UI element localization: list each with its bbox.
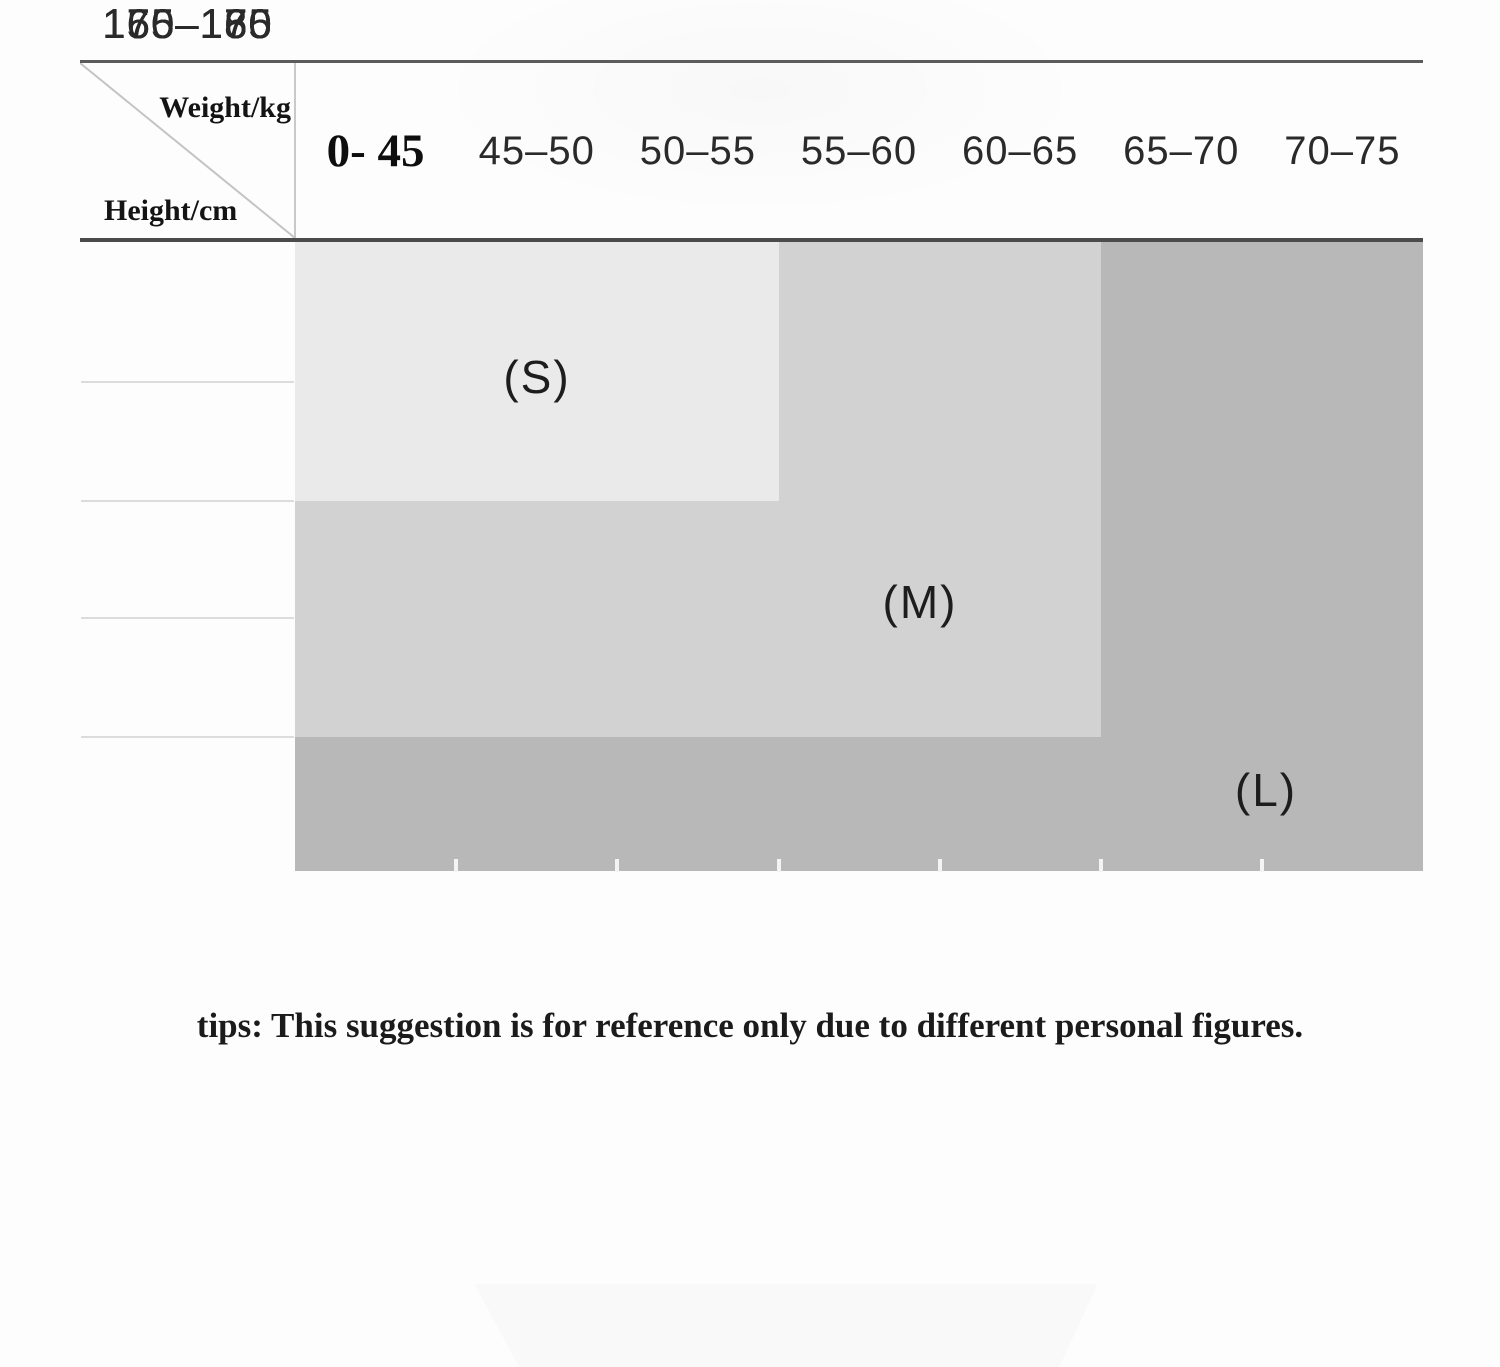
table-top-rule — [80, 60, 1423, 63]
column-bottom-tick — [777, 859, 781, 872]
height-row-header: 170–175 — [102, 0, 273, 47]
size-s-label: (S) — [503, 351, 571, 403]
weight-column-headers: 0- 45 45–50 50–55 55–60 60–65 65–70 70–7… — [295, 64, 1423, 238]
weight-column-header: 70–75 — [1284, 128, 1401, 173]
weight-column-header: 0- 45 — [326, 125, 425, 177]
column-bottom-tick — [454, 859, 458, 872]
column-bottom-tick — [938, 859, 942, 872]
height-axis-label: Height/cm — [104, 194, 238, 227]
size-l-label: (L) — [1234, 764, 1298, 816]
size-m-label: (M) — [882, 576, 958, 628]
height-row-header: 155–160 — [102, 0, 273, 47]
row-separator — [81, 381, 294, 383]
column-bottom-tick — [1099, 859, 1103, 872]
weight-column-header: 65–70 — [1123, 128, 1240, 173]
background-shading-top — [420, 0, 1100, 220]
background-shading-bottom — [474, 1284, 1097, 1367]
height-row-header: 175–180 — [102, 0, 273, 47]
diagonal-divider-line — [80, 63, 295, 238]
weight-column-header: 60–65 — [962, 128, 1079, 173]
weight-column-header: 45–50 — [478, 128, 595, 173]
column-bottom-tick — [615, 859, 619, 872]
row-separator — [81, 500, 294, 502]
height-row-header: 160–165 — [102, 0, 273, 47]
row-separator — [81, 617, 294, 619]
table-header-rule — [80, 238, 1423, 242]
row-separator — [81, 736, 294, 738]
column-bottom-tick — [1260, 859, 1264, 872]
corner-vertical-divider — [294, 63, 296, 238]
height-row-header: 165–170 — [102, 0, 273, 47]
weight-column-header: 55–60 — [800, 128, 918, 173]
weight-axis-label: Weight/kg — [159, 91, 291, 124]
tips-note: tips: This suggestion is for reference o… — [196, 1006, 1304, 1045]
axis-corner-cell: Weight/kg Height/cm — [80, 63, 295, 238]
size-region-s — [295, 242, 779, 501]
weight-column-header: 50–55 — [639, 128, 756, 173]
